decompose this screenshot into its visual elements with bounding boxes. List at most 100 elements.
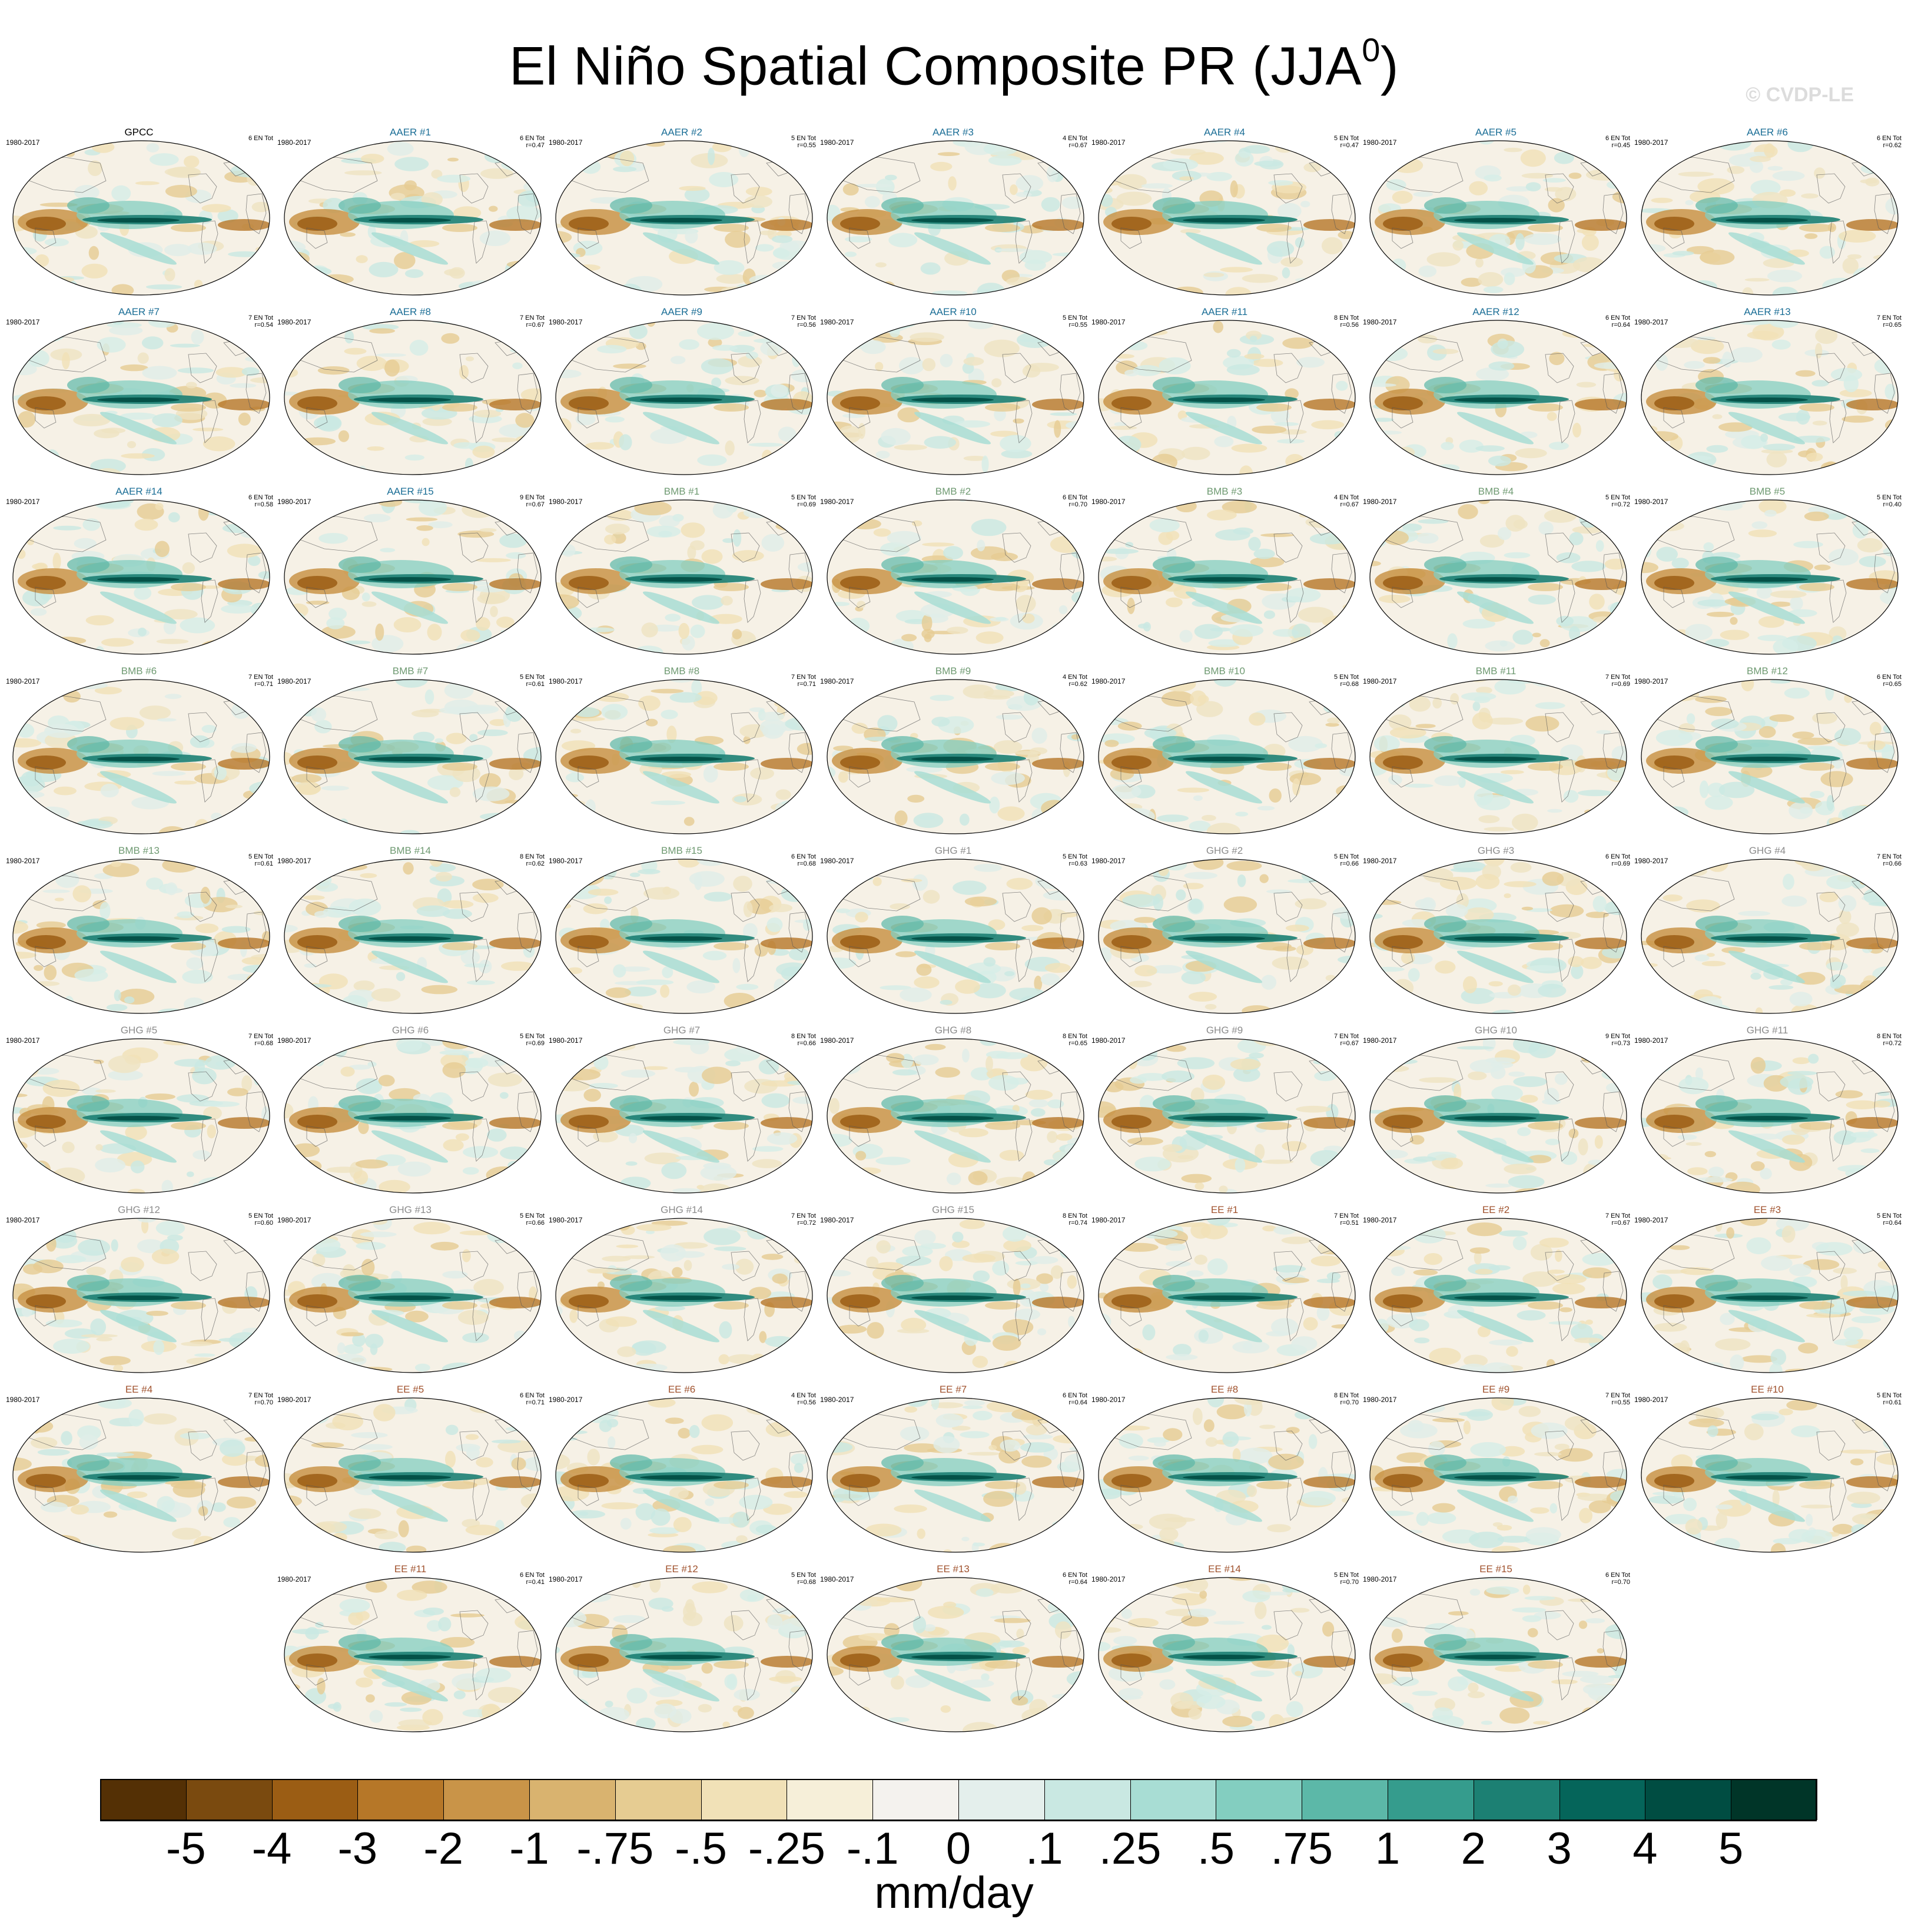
colorbar-tick-label: -.25 [748, 1824, 825, 1874]
panel-correlation: r=0.61 [526, 681, 545, 688]
panel-correlation: r=0.62 [526, 860, 545, 867]
panel-correlation: r=0.54 [254, 322, 274, 329]
panel-event-count: 5 EN Tot [1605, 494, 1630, 501]
precipitation-map [12, 679, 270, 834]
panel-event-count: 4 EN Tot [1063, 135, 1087, 142]
panel-years: 1980-2017 [1634, 1396, 1668, 1404]
panel-title: GHG #7 [663, 1025, 701, 1036]
panel-years: 1980-2017 [1091, 677, 1126, 685]
panel-correlation: r=0.55 [1069, 322, 1088, 329]
precipitation-map [284, 1038, 542, 1194]
panel-correlation: r=0.67 [1611, 1219, 1631, 1227]
map-panel: EE #4 1980-2017 7 EN Tot r=0.70 [6, 1384, 273, 1555]
precipitation-map [1369, 1218, 1627, 1373]
map-panel: GPCC 1980-2017 6 EN Tot [6, 127, 273, 297]
precipitation-map [555, 1218, 813, 1373]
map-panel: EE #1 1980-2017 7 EN Tot r=0.51 [1091, 1204, 1359, 1375]
panel-years: 1980-2017 [6, 1036, 40, 1045]
map-panel: BMB #10 1980-2017 5 EN Tot r=0.68 [1091, 665, 1359, 836]
map-panel: BMB #12 1980-2017 6 EN Tot r=0.65 [1634, 665, 1902, 836]
panel-event-count: 8 EN Tot [1334, 314, 1359, 322]
panel-event-count: 6 EN Tot [520, 1572, 545, 1579]
panel-event-count: 5 EN Tot [1334, 135, 1359, 142]
panel-correlation: r=0.64 [1069, 1399, 1088, 1406]
map-panel: GHG #11 1980-2017 8 EN Tot r=0.72 [1634, 1025, 1902, 1195]
panel-title: BMB #7 [392, 665, 429, 677]
map-panel: BMB #1 1980-2017 5 EN Tot r=0.69 [549, 486, 817, 657]
panel-event-count: 6 EN Tot [1605, 853, 1630, 860]
precipitation-map [827, 1397, 1084, 1553]
precipitation-map [12, 1397, 270, 1553]
panel-title: AAER #12 [1472, 306, 1519, 317]
title-text: El Niño Spatial Composite PR (JJA [509, 36, 1362, 97]
panel-years: 1980-2017 [549, 138, 583, 147]
panel-event-count: 5 EN Tot [520, 674, 545, 681]
panel-correlation: r=0.71 [526, 1399, 545, 1406]
map-panel: BMB #2 1980-2017 6 EN Tot r=0.70 [820, 486, 1087, 657]
panel-years: 1980-2017 [1091, 1575, 1126, 1583]
map-panel: GHG #5 1980-2017 7 EN Tot r=0.68 [6, 1025, 273, 1195]
panel-correlation: r=0.55 [1611, 1399, 1631, 1406]
colorbar-swatch [787, 1779, 874, 1820]
panel-event-count: 8 EN Tot [1334, 1392, 1359, 1399]
map-panel: GHG #6 1980-2017 5 EN Tot r=0.69 [277, 1025, 545, 1195]
precipitation-map [1641, 859, 1899, 1014]
map-panel: BMB #5 1980-2017 5 EN Tot r=0.40 [1634, 486, 1902, 657]
map-panel: GHG #10 1980-2017 9 EN Tot r=0.73 [1363, 1025, 1631, 1195]
map-panel: EE #13 1980-2017 6 EN Tot r=0.64 [820, 1563, 1087, 1734]
precipitation-map [12, 1218, 270, 1373]
panel-correlation: r=0.64 [1611, 322, 1631, 329]
panel-years: 1980-2017 [277, 677, 311, 685]
precipitation-map [1369, 859, 1627, 1014]
panel-correlation: r=0.73 [1611, 1040, 1631, 1047]
panel-event-count: 6 EN Tot [1605, 314, 1630, 322]
panel-years: 1980-2017 [820, 138, 854, 147]
precipitation-map [284, 859, 542, 1014]
map-panel: BMB #9 1980-2017 4 EN Tot r=0.62 [820, 665, 1087, 836]
colorbar-swatch [271, 1779, 359, 1820]
colorbar-tick-label: -5 [166, 1824, 206, 1874]
panel-event-count: 7 EN Tot [791, 674, 816, 681]
panel-event-count: 7 EN Tot [1334, 1212, 1359, 1219]
panel-title: GHG #11 [1746, 1025, 1788, 1036]
panel-event-count: 5 EN Tot [1877, 494, 1902, 501]
precipitation-map [1098, 859, 1356, 1014]
map-panel: BMB #14 1980-2017 8 EN Tot r=0.62 [277, 845, 545, 1016]
panel-title: BMB #3 [1206, 486, 1243, 497]
panel-years: 1980-2017 [820, 318, 854, 326]
panel-event-count: 7 EN Tot [791, 314, 816, 322]
panel-title: GHG #12 [118, 1204, 160, 1215]
precipitation-map [827, 859, 1084, 1014]
panel-title: AAER #14 [115, 486, 162, 497]
precipitation-map [1369, 1038, 1627, 1194]
colorbar-tick-label: 1 [1375, 1824, 1401, 1874]
panel-correlation: r=0.55 [797, 142, 817, 149]
panel-years: 1980-2017 [6, 677, 40, 685]
panel-years: 1980-2017 [1091, 1396, 1126, 1404]
panel-event-count: 6 EN Tot [248, 494, 273, 501]
panel-grid: GPCC 1980-2017 6 EN Tot AAER #1 1980-2017 6 E… [6, 127, 1902, 1734]
panel-correlation: r=0.67 [1340, 1040, 1359, 1047]
map-panel: EE #3 1980-2017 5 EN Tot r=0.64 [1634, 1204, 1902, 1375]
panel-title: GHG #9 [1206, 1025, 1243, 1036]
colorbar-frame [100, 1779, 1817, 1821]
panel-years: 1980-2017 [1634, 498, 1668, 506]
panel-correlation: r=0.69 [797, 501, 817, 508]
panel-title: GHG #6 [391, 1025, 429, 1036]
panel-title: EE #13 [937, 1563, 970, 1575]
panel-years: 1980-2017 [1363, 138, 1397, 147]
precipitation-map [827, 679, 1084, 834]
panel-event-count: 7 EN Tot [1605, 1392, 1630, 1399]
panel-correlation: r=0.63 [1069, 860, 1088, 867]
map-panel: EE #15 1980-2017 6 EN Tot r=0.70 [1363, 1563, 1631, 1734]
panel-years: 1980-2017 [549, 1575, 583, 1583]
panel-years: 1980-2017 [6, 498, 40, 506]
panel-correlation: r=0.56 [797, 1399, 817, 1406]
panel-title: BMB #8 [663, 665, 700, 677]
panel-title: EE #14 [1208, 1563, 1241, 1575]
map-panel: GHG #9 1980-2017 7 EN Tot r=0.67 [1091, 1025, 1359, 1195]
panel-title: BMB #11 [1475, 665, 1517, 677]
panel-correlation: r=0.70 [1611, 1579, 1631, 1586]
panel-title: BMB #12 [1747, 665, 1788, 677]
panel-event-count: 7 EN Tot [248, 674, 273, 681]
